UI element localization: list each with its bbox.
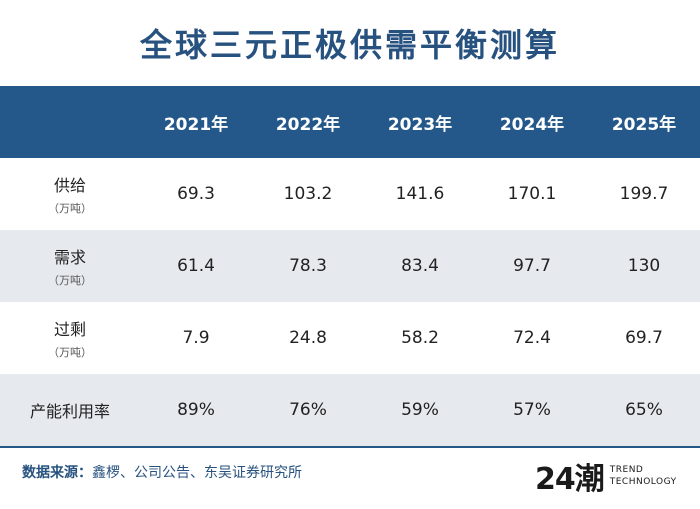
table-row-supply: 供给 （万吨） 69.3 103.2 141.6 170.1 199.7	[0, 158, 700, 230]
row-label-main: 供给	[53, 176, 86, 195]
table-cell: 72.4	[513, 328, 551, 348]
row-label-unit: （万吨）	[48, 274, 92, 287]
header-cell-2023: 2023年	[387, 114, 453, 135]
logo-line-1: TREND	[609, 465, 644, 475]
table-row-surplus: 过剩 （万吨） 7.9 24.8 58.2 72.4 69.7	[0, 302, 700, 374]
footer: 数据来源：鑫椤、公司公告、东吴证券研究所 24潮 TREND TECHNOLOG…	[0, 450, 700, 509]
row-label-unit: （万吨）	[48, 202, 92, 215]
table-cell: 59%	[401, 400, 439, 420]
table-row-utilization: 产能利用率 89% 76% 59% 57% 65%	[0, 374, 700, 446]
supply-demand-table: 2021年 2022年 2023年 2024年 2025年 供给 （万吨） 69…	[0, 86, 700, 448]
header-cell-2024: 2024年	[499, 114, 565, 135]
row-label: 需求 （万吨）	[0, 230, 140, 302]
logo-mark: 24潮	[535, 462, 605, 497]
table-cell: 78.3	[289, 256, 327, 276]
data-source-label: 数据来源：	[22, 465, 92, 481]
table-header-row: 2021年 2022年 2023年 2024年 2025年	[0, 86, 700, 158]
brand-logo: 24潮 TREND TECHNOLOGY	[535, 456, 685, 497]
row-label-main: 过剩	[53, 320, 86, 339]
row-label-main: 需求	[53, 248, 86, 267]
row-label: 产能利用率	[0, 374, 140, 446]
table-cell: 69.3	[177, 184, 215, 204]
table-cell: 170.1	[507, 184, 557, 204]
table-cell: 58.2	[401, 328, 439, 348]
table-cell: 199.7	[619, 184, 669, 204]
table-cell: 130	[627, 256, 661, 276]
table-cell: 103.2	[283, 184, 333, 204]
table-cell: 76%	[289, 400, 327, 420]
header-cell-2021: 2021年	[163, 114, 229, 135]
table-cell: 57%	[513, 400, 551, 420]
table-row-demand: 需求 （万吨） 61.4 78.3 83.4 97.7 130	[0, 230, 700, 302]
table-cell: 97.7	[513, 256, 551, 276]
row-label: 供给 （万吨）	[0, 158, 140, 230]
table-cell: 141.6	[395, 184, 445, 204]
row-label-unit: （万吨）	[48, 346, 92, 359]
table-bottom-rule	[0, 446, 700, 448]
data-source-text: 鑫椤、公司公告、东吴证券研究所	[92, 465, 302, 481]
logo-text: TREND TECHNOLOGY	[610, 464, 677, 488]
logo-line-2: TECHNOLOGY	[609, 477, 677, 487]
header-cell-blank	[0, 86, 140, 158]
table-cell: 24.8	[289, 328, 327, 348]
table-cell: 61.4	[177, 256, 215, 276]
table-cell: 65%	[625, 400, 663, 420]
table-cell: 69.7	[625, 328, 663, 348]
header-cell-2025: 2025年	[611, 114, 677, 135]
page-title: 全球三元正极供需平衡测算	[139, 26, 560, 64]
data-source: 数据来源：鑫椤、公司公告、东吴证券研究所	[22, 462, 302, 482]
table-cell: 89%	[177, 400, 215, 420]
header-cell-2022: 2022年	[275, 114, 341, 135]
table-cell: 7.9	[182, 328, 210, 348]
row-label: 过剩 （万吨）	[0, 302, 140, 374]
table-cell: 83.4	[401, 256, 439, 276]
row-label-main: 产能利用率	[29, 402, 110, 421]
